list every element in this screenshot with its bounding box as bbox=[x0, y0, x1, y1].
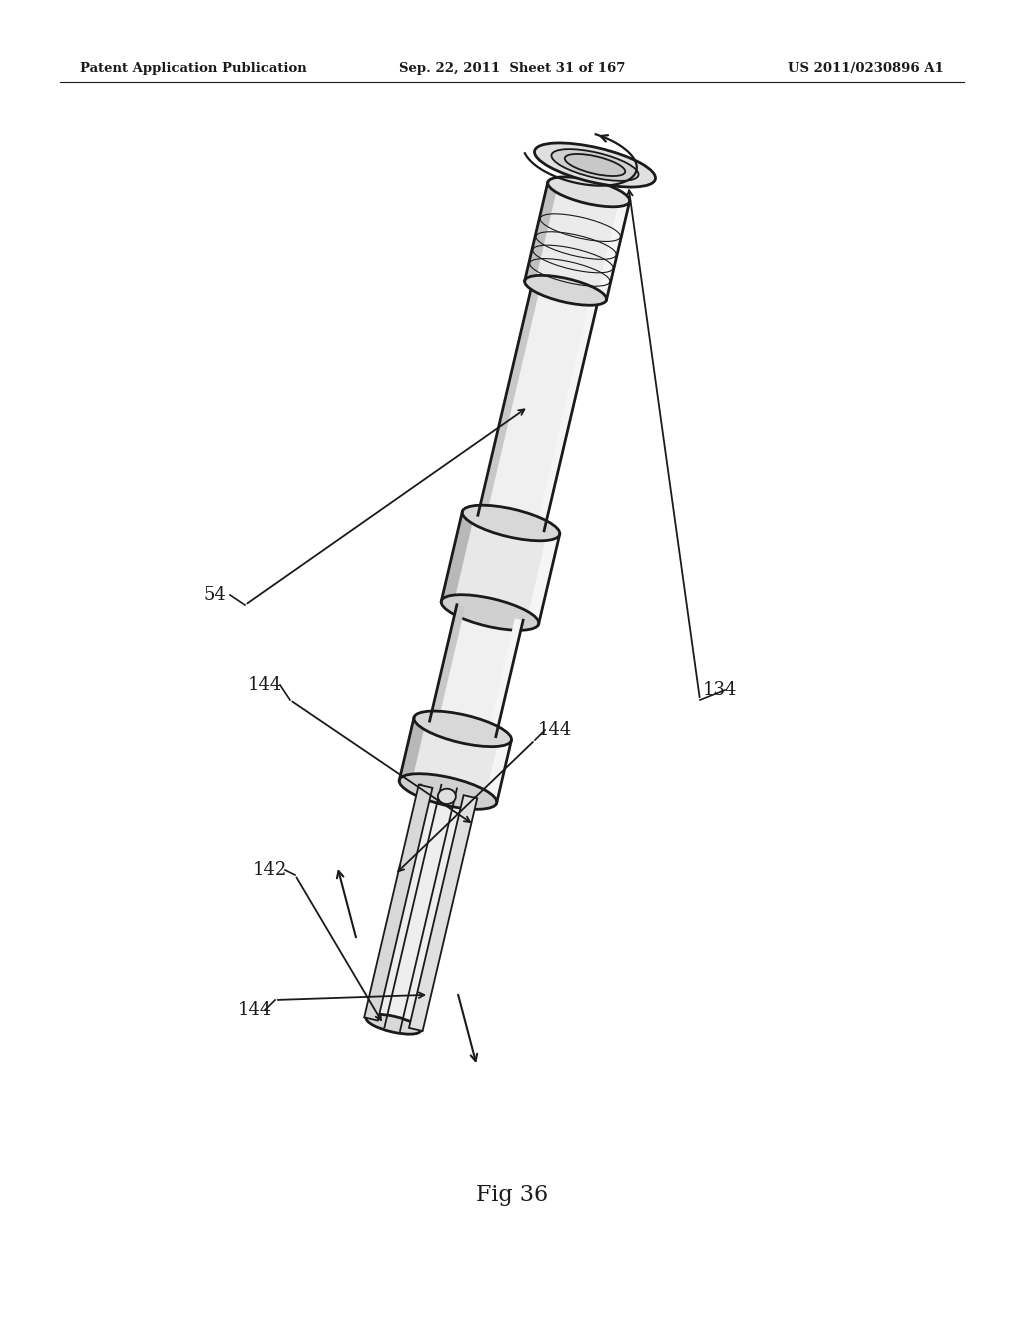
Text: 142: 142 bbox=[253, 861, 287, 879]
Text: US 2011/0230896 A1: US 2011/0230896 A1 bbox=[788, 62, 944, 75]
Polygon shape bbox=[399, 718, 511, 803]
Polygon shape bbox=[414, 796, 475, 1031]
Ellipse shape bbox=[438, 789, 456, 804]
Ellipse shape bbox=[565, 154, 626, 176]
Polygon shape bbox=[409, 795, 477, 1031]
Ellipse shape bbox=[535, 143, 655, 187]
Text: 144: 144 bbox=[238, 1001, 272, 1019]
Polygon shape bbox=[536, 296, 599, 531]
Ellipse shape bbox=[478, 511, 544, 535]
Text: Fig 36: Fig 36 bbox=[476, 1184, 548, 1206]
Polygon shape bbox=[367, 785, 475, 1031]
Text: 54: 54 bbox=[204, 586, 226, 605]
Polygon shape bbox=[478, 282, 599, 531]
Polygon shape bbox=[524, 182, 558, 282]
Ellipse shape bbox=[367, 1014, 421, 1034]
Polygon shape bbox=[365, 784, 432, 1020]
Polygon shape bbox=[487, 618, 523, 737]
Text: 144: 144 bbox=[248, 676, 283, 694]
Text: 144: 144 bbox=[538, 721, 572, 739]
Ellipse shape bbox=[441, 595, 539, 630]
Polygon shape bbox=[367, 785, 428, 1019]
Ellipse shape bbox=[552, 149, 639, 181]
Polygon shape bbox=[441, 512, 474, 605]
Polygon shape bbox=[596, 199, 630, 300]
Polygon shape bbox=[430, 605, 523, 737]
Polygon shape bbox=[399, 718, 426, 783]
Text: 134: 134 bbox=[702, 681, 737, 700]
Polygon shape bbox=[441, 512, 560, 624]
Polygon shape bbox=[484, 738, 511, 803]
Text: Sep. 22, 2011  Sheet 31 of 167: Sep. 22, 2011 Sheet 31 of 167 bbox=[398, 62, 626, 75]
Ellipse shape bbox=[548, 177, 630, 207]
Ellipse shape bbox=[524, 276, 606, 305]
Polygon shape bbox=[524, 182, 630, 300]
Polygon shape bbox=[430, 605, 465, 723]
Ellipse shape bbox=[414, 711, 511, 747]
Ellipse shape bbox=[462, 506, 560, 541]
Ellipse shape bbox=[399, 774, 497, 809]
Polygon shape bbox=[526, 532, 560, 624]
Text: Patent Application Publication: Patent Application Publication bbox=[80, 62, 307, 75]
Polygon shape bbox=[478, 282, 541, 517]
